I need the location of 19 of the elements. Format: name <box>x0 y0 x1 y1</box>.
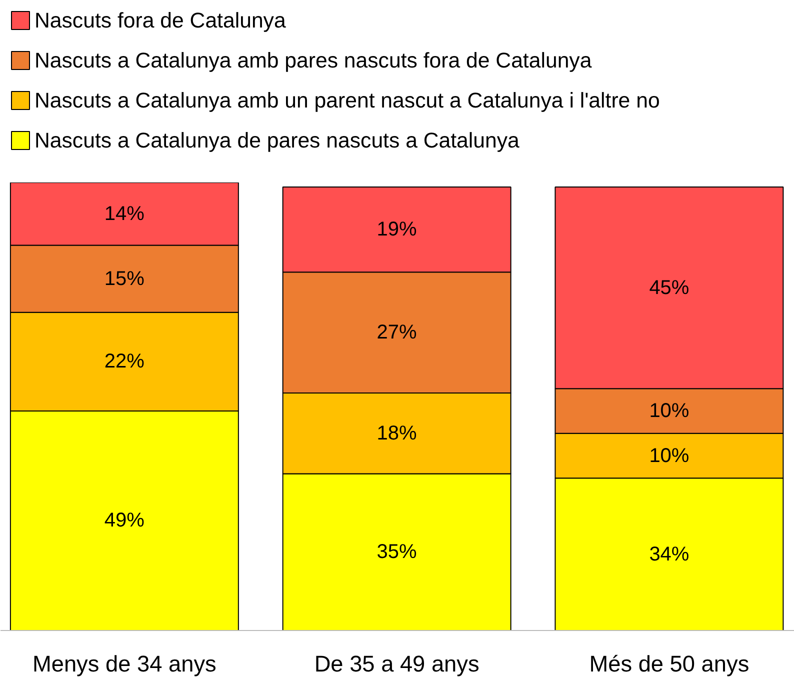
legend-label: Nascuts a Catalunya amb pares nascuts fora de Catalunya <box>34 48 592 72</box>
data-label: 14% <box>104 202 145 225</box>
data-label: 49% <box>104 510 145 532</box>
data-label: 35% <box>376 541 418 564</box>
x-tick-label: De 35 a 49 anys <box>314 650 480 676</box>
x-tick-label: Més de 50 anys <box>589 650 750 676</box>
data-label: 45% <box>649 276 690 299</box>
data-label: 34% <box>649 543 690 566</box>
data-label: 10% <box>649 400 690 422</box>
legend-label: Nascuts fora de Catalunya <box>34 8 286 32</box>
legend-label: Nascuts a Catalunya amb un parent nascut a Catalunya i l'altre no <box>34 88 660 112</box>
data-label: 19% <box>376 218 418 241</box>
data-label: 15% <box>104 268 145 290</box>
data-label: 10% <box>649 444 690 467</box>
data-label: 27% <box>376 322 418 344</box>
data-label: 22% <box>104 350 145 373</box>
x-tick-label: Menys de 34 anys <box>32 650 216 676</box>
data-label: 18% <box>376 422 418 444</box>
legend-label: Nascuts a Catalunya de pares nascuts a Catalunya <box>34 128 520 152</box>
